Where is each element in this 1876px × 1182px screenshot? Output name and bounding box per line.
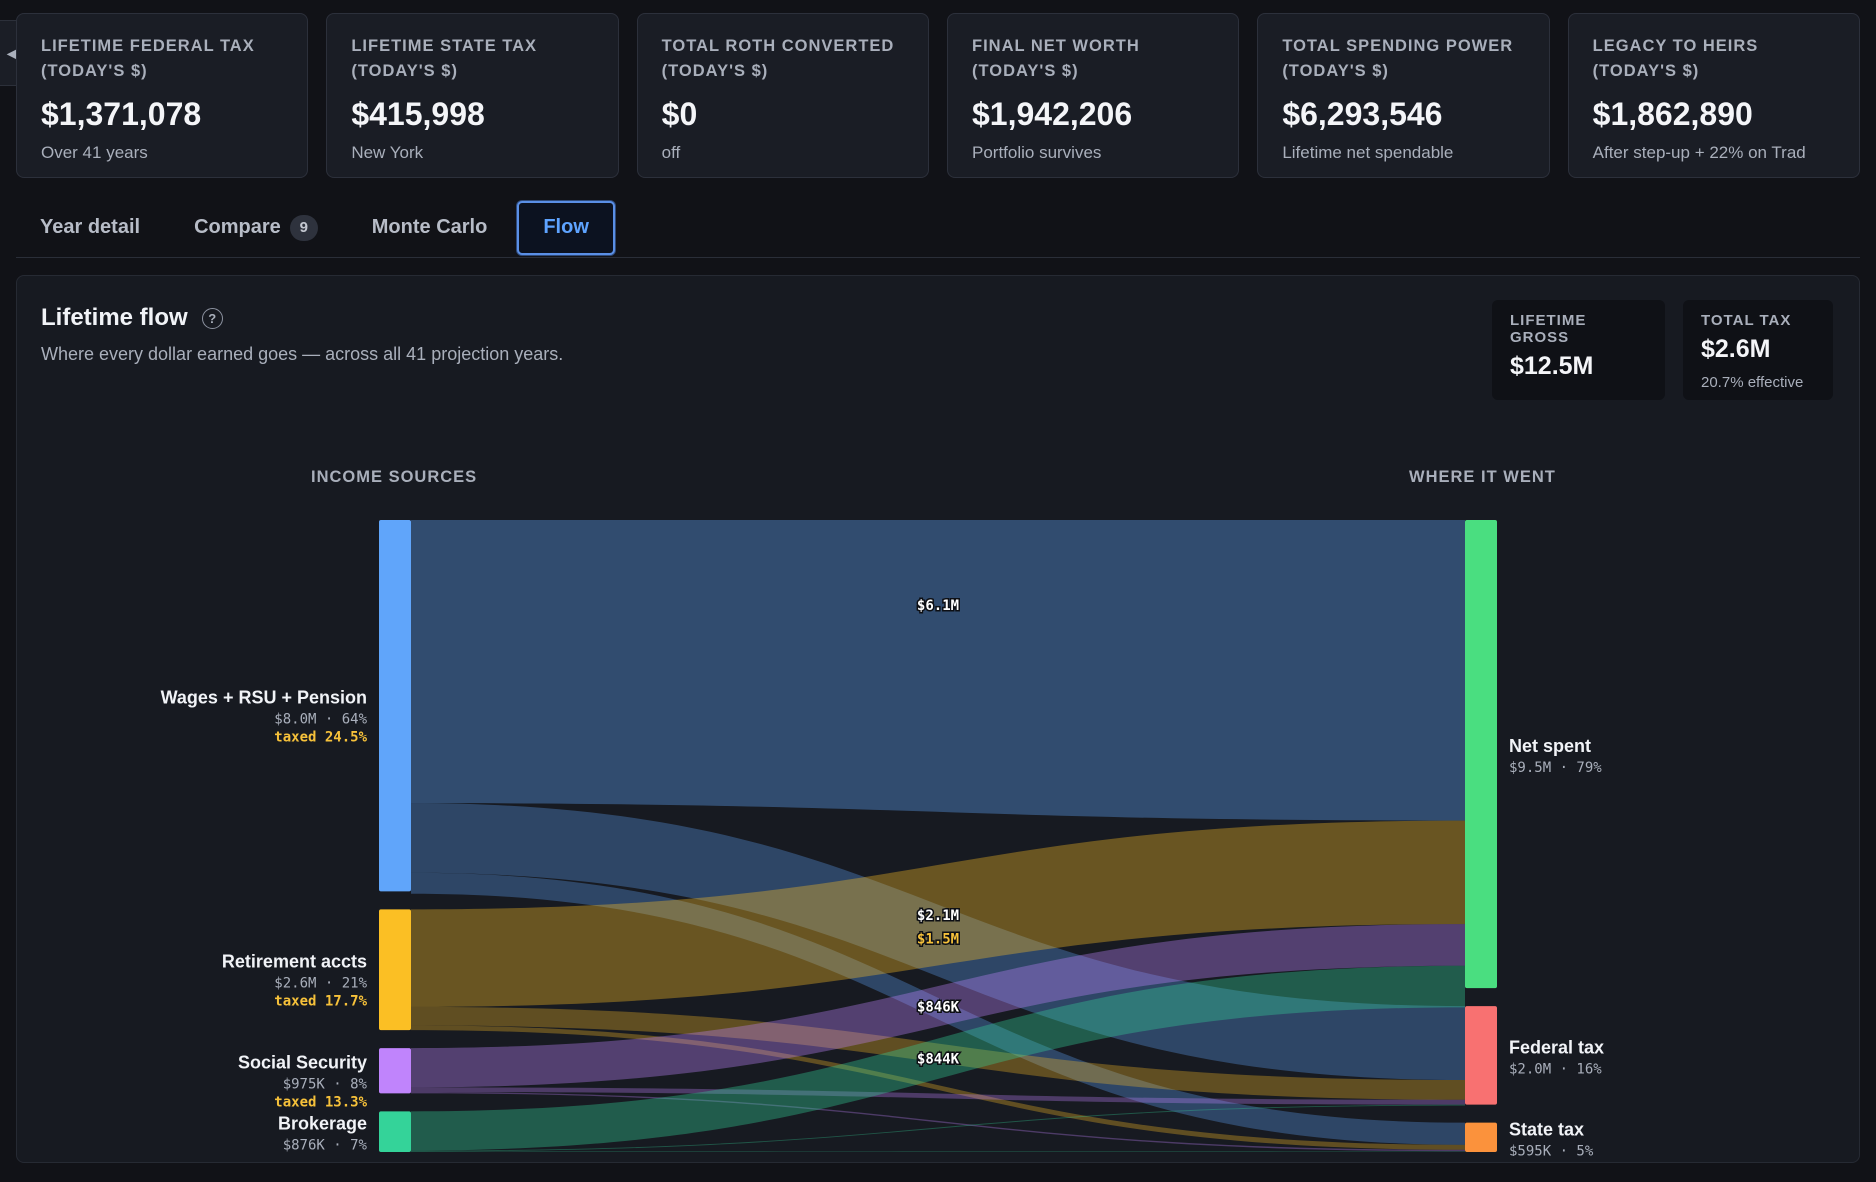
stat-sub: Portfolio survives [971, 143, 1102, 162]
sankey-links [411, 520, 1465, 1152]
flow-link-brokerage-to-federal_tax[interactable] [411, 1104, 1465, 1152]
caret-left-icon: ◀ [6, 44, 18, 61]
sankey-labels: INCOME SOURCES WHERE IT WENT Wages + RSU +… [161, 468, 1604, 1156]
stat-card-spending-power: TOTAL SPENDING POWER (TODAY'S $) $6,293,… [1257, 13, 1550, 178]
stat-label: TOTAL SPENDING POWER (TODAY'S $) [1282, 37, 1514, 80]
tab-label: Year detail [40, 216, 141, 238]
stat-card-state-tax: LIFETIME STATE TAX (TODAY'S $) $415,998 … [326, 13, 619, 178]
flow-link-retirement-to-state_tax[interactable] [411, 1025, 1465, 1150]
stat-label: LIFETIME FEDERAL TAX (TODAY'S $) [41, 37, 255, 80]
panel-subtitle: Where every dollar earned goes — across … [41, 344, 564, 364]
stat-sub: off [661, 143, 681, 162]
summary-stats: LIFETIME FEDERAL TAX (TODAY'S $) $1,371,… [16, 13, 1860, 178]
flow-link-retirement-to-federal_tax[interactable] [411, 1006, 1465, 1100]
target-node-state_tax[interactable] [1465, 1122, 1497, 1152]
target-node-net_spent[interactable] [1465, 520, 1497, 989]
flow-link-brokerage-to-state_tax[interactable] [411, 1151, 1465, 1152]
source-label-meta: $975K · 8% [283, 1077, 368, 1093]
stat-value: $1,942,206 [971, 96, 1133, 132]
stat-value: $1,862,890 [1592, 96, 1753, 132]
tab-year-detail[interactable]: Year detail [16, 201, 164, 255]
panel-title-text: Lifetime flow [41, 304, 188, 331]
target-label-name: Net spent [1509, 736, 1591, 756]
flow-link-social_security-to-state_tax[interactable] [411, 1091, 1465, 1152]
stat-value: $1,371,078 [41, 96, 202, 132]
stat-sub: Over 41 years [41, 143, 148, 162]
stat-label: LEGACY TO HEIRS (TODAY'S $) [1592, 37, 1759, 80]
tab-label: Monte Carlo [371, 216, 488, 238]
stat-label: TOTAL ROTH CONVERTED (TODAY'S $) [661, 37, 895, 80]
stat-value: $6,293,546 [1282, 96, 1443, 132]
flow-link-social_security-to-net_spent[interactable] [411, 924, 1465, 1088]
flow-link-brokerage-to-net_spent[interactable] [411, 965, 1465, 1151]
stat-card-net-worth: FINAL NET WORTH (TODAY'S $) $1,942,206 P… [946, 13, 1240, 178]
target-node-federal_tax[interactable] [1465, 1006, 1497, 1105]
flow-value-label: $6.1M [917, 598, 959, 614]
source-label-name: Social Security [238, 1053, 367, 1073]
target-label-meta: $2.0M · 16% [1509, 1061, 1602, 1077]
kpi-value: $12.5M [1510, 352, 1594, 380]
tab-label: Compare [194, 216, 281, 238]
source-node-wages[interactable] [379, 520, 411, 892]
kpi-lifetime-gross: LIFETIME GROSS $12.5M [1492, 300, 1665, 400]
view-tabs: Year detail Compare 9 Monte Carlo Flow [16, 198, 1860, 258]
target-label-meta: $9.5M · 79% [1509, 760, 1602, 776]
kpi-label: LIFETIME GROSS [1510, 312, 1587, 346]
column-header-where-it-went: WHERE IT WENT [1409, 468, 1556, 486]
stat-sub: New York [351, 143, 424, 162]
flow-link-wages-to-net_spent[interactable] [411, 520, 1465, 821]
flow-value-label: $844K [917, 1052, 960, 1068]
source-node-retirement[interactable] [379, 909, 411, 1031]
target-label-name: State tax [1509, 1119, 1584, 1139]
stat-card-federal-tax: LIFETIME FEDERAL TAX (TODAY'S $) $1,371,… [16, 13, 309, 178]
flow-link-social_security-to-federal_tax[interactable] [411, 1087, 1465, 1105]
tab-compare[interactable]: Compare 9 [170, 201, 342, 255]
flow-link-wages-to-state_tax[interactable] [411, 872, 1465, 1145]
flow-value-label: $846K [917, 999, 960, 1015]
tab-monte-carlo[interactable]: Monte Carlo [348, 201, 512, 255]
target-label-meta: $595K · 5% [1509, 1143, 1594, 1156]
source-label-tax-rate: taxed 13.3% [274, 1095, 367, 1111]
source-label-meta: $876K · 7% [283, 1138, 368, 1154]
source-node-brokerage[interactable] [379, 1111, 411, 1152]
stat-label: LIFETIME STATE TAX (TODAY'S $) [351, 37, 538, 80]
source-label-name: Wages + RSU + Pension [161, 688, 367, 708]
source-label-tax-rate: taxed 24.5% [274, 730, 367, 746]
source-node-social_security[interactable] [379, 1048, 411, 1094]
flow-link-wages-to-federal_tax[interactable] [411, 803, 1465, 1081]
help-icon[interactable]: ? [201, 307, 223, 329]
target-label-name: Federal tax [1509, 1037, 1604, 1057]
sankey-chart: INCOME SOURCES WHERE IT WENT Wages + RSU +… [161, 468, 1604, 1156]
source-label-tax-rate: taxed 17.7% [274, 994, 367, 1010]
sankey-nodes [379, 520, 1497, 1152]
lifetime-flow-panel: Lifetime flow ? Where every dollar earne… [16, 275, 1860, 1163]
source-label-meta: $8.0M · 64% [274, 712, 367, 728]
stat-sub: Lifetime net spendable [1282, 143, 1454, 162]
panel-title: Lifetime flow ? [41, 304, 223, 332]
flow-value-label: $1.5M [917, 932, 959, 948]
stat-value: $415,998 [351, 96, 485, 132]
stat-card-legacy: LEGACY TO HEIRS (TODAY'S $) $1,862,890 A… [1567, 13, 1860, 178]
source-label-name: Retirement accts [222, 952, 367, 972]
column-header-income-sources: INCOME SOURCES [311, 468, 477, 486]
stat-sub: After step-up + 22% on Trad [1592, 143, 1806, 162]
stat-label: FINAL NET WORTH (TODAY'S $) [971, 37, 1140, 80]
kpi-sub: 20.7% effective [1701, 374, 1804, 391]
compare-count-badge: 9 [289, 214, 318, 241]
flow-link-retirement-to-net_spent[interactable] [411, 820, 1465, 1007]
kpi-total-tax: TOTAL TAX $2.6M 20.7% effective [1683, 300, 1833, 400]
flow-value-label: $2.1M [917, 908, 959, 924]
kpi-value: $2.6M [1701, 335, 1771, 363]
stat-card-roth-converted: TOTAL ROTH CONVERTED (TODAY'S $) $0 off [636, 13, 929, 178]
kpi-label: TOTAL TAX [1701, 312, 1792, 329]
stat-value: $0 [661, 96, 698, 132]
tab-flow[interactable]: Flow [517, 200, 615, 255]
source-label-name: Brokerage [278, 1114, 367, 1134]
source-label-meta: $2.6M · 21% [274, 976, 367, 992]
tab-label: Flow [543, 216, 589, 238]
